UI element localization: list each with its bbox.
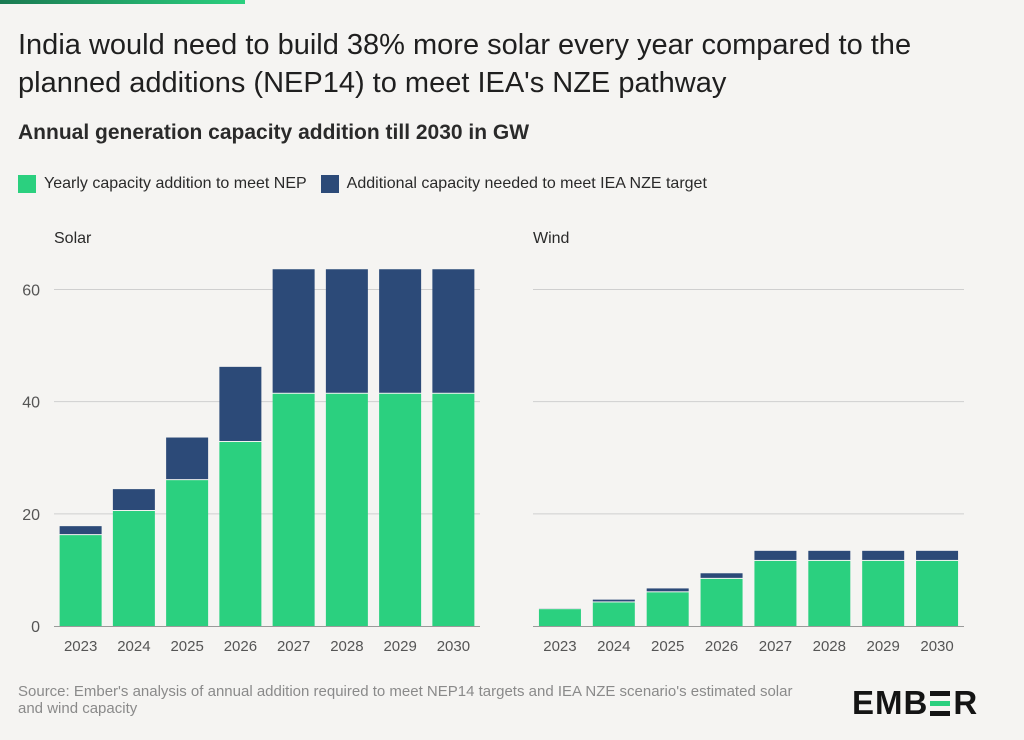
wind-panel-title: Wind [533, 230, 569, 247]
solar-bar-nze-2029 [379, 269, 422, 393]
wind-bar-nep-2027 [754, 560, 797, 626]
wind-bar-nep-2028 [808, 560, 851, 626]
solar-bar-nep-2025 [166, 480, 209, 626]
solar-x-tick-label-2027: 2027 [277, 638, 310, 655]
solar-panel-title: Solar [54, 230, 92, 247]
legend-swatch-nze [320, 175, 339, 193]
solar-x-tick-label-2030: 2030 [437, 638, 470, 655]
solar-y-tick-label-20: 20 [22, 507, 40, 524]
source-note: Source: Ember's analysis of annual addit… [18, 683, 793, 717]
solar-bar-nze-2028 [325, 269, 368, 393]
solar-y-tick-label-0: 0 [31, 619, 40, 636]
wind-bar-nze-2029 [862, 550, 905, 560]
solar-bar-nep-2023 [59, 535, 102, 626]
solar-x-tick-label-2029: 2029 [383, 638, 416, 655]
solar-bar-nze-2025 [166, 437, 209, 480]
wind-x-tick-label-2027: 2027 [759, 638, 792, 655]
solar-bar-nep-2030 [432, 393, 475, 626]
legend-item-nze: Additional capacity needed to meet IEA N… [320, 175, 707, 193]
wind-bar-nep-2026 [700, 578, 743, 626]
legend-swatch-nep [18, 175, 36, 193]
solar-y-tick-label-40: 40 [22, 395, 40, 412]
ember-logo: EMB R [852, 683, 978, 723]
wind-bar-nep-2025 [646, 592, 689, 626]
solar-bar-nze-2027 [272, 269, 315, 393]
solar-x-tick-label-2023: 2023 [64, 638, 97, 655]
solar-x-tick-label-2028: 2028 [330, 638, 363, 655]
wind-x-tick-label-2028: 2028 [813, 638, 846, 655]
solar-bar-nze-2024 [112, 489, 155, 511]
solar-bar-nep-2024 [112, 511, 155, 626]
solar-bar-nze-2026 [219, 366, 262, 442]
wind-bar-nep-2030 [916, 560, 959, 626]
solar-y-tick-label-60: 60 [22, 282, 40, 299]
logo-text-right: R [953, 684, 979, 721]
wind-bar-nze-2025 [646, 588, 689, 592]
wind-x-tick-label-2023: 2023 [543, 638, 576, 655]
solar-bar-nep-2029 [379, 393, 422, 626]
solar-bar-nep-2028 [325, 393, 368, 626]
solar-bar-nze-2030 [432, 269, 475, 393]
wind-x-tick-label-2025: 2025 [651, 638, 684, 655]
solar-bar-nze-2023 [59, 526, 102, 535]
wind-bar-nze-2026 [700, 573, 743, 578]
logo-e-icon [930, 690, 951, 716]
legend: Yearly capacity addition to meet NEP Add… [18, 175, 721, 193]
wind-bar-nze-2024 [592, 599, 635, 602]
wind-x-tick-label-2029: 2029 [867, 638, 900, 655]
solar-bar-nep-2026 [219, 442, 262, 626]
legend-label-nze: Additional capacity needed to meet IEA N… [346, 175, 707, 192]
wind-x-tick-label-2026: 2026 [705, 638, 738, 655]
chart-title: India would need to build 38% more solar… [18, 29, 912, 99]
legend-label-nep: Yearly capacity addition to meet NEP [44, 175, 307, 192]
wind-bar-nep-2029 [862, 560, 905, 626]
solar-bar-nep-2027 [272, 393, 315, 626]
top-accent-bar [0, 0, 245, 4]
logo-text-left: EMB [852, 684, 929, 721]
wind-x-tick-label-2024: 2024 [597, 638, 630, 655]
wind-x-tick-label-2030: 2030 [920, 638, 953, 655]
legend-item-nep: Yearly capacity addition to meet NEP [18, 175, 307, 193]
wind-bar-nze-2030 [916, 550, 959, 560]
solar-x-tick-label-2025: 2025 [170, 638, 203, 655]
wind-bar-nze-2027 [754, 550, 797, 560]
solar-x-tick-label-2026: 2026 [224, 638, 257, 655]
wind-bar-nep-2023 [538, 609, 581, 626]
wind-bar-nep-2024 [592, 602, 635, 626]
chart-subtitle: Annual generation capacity addition till… [18, 121, 530, 144]
wind-bar-nze-2028 [808, 550, 851, 560]
solar-x-tick-label-2024: 2024 [117, 638, 150, 655]
